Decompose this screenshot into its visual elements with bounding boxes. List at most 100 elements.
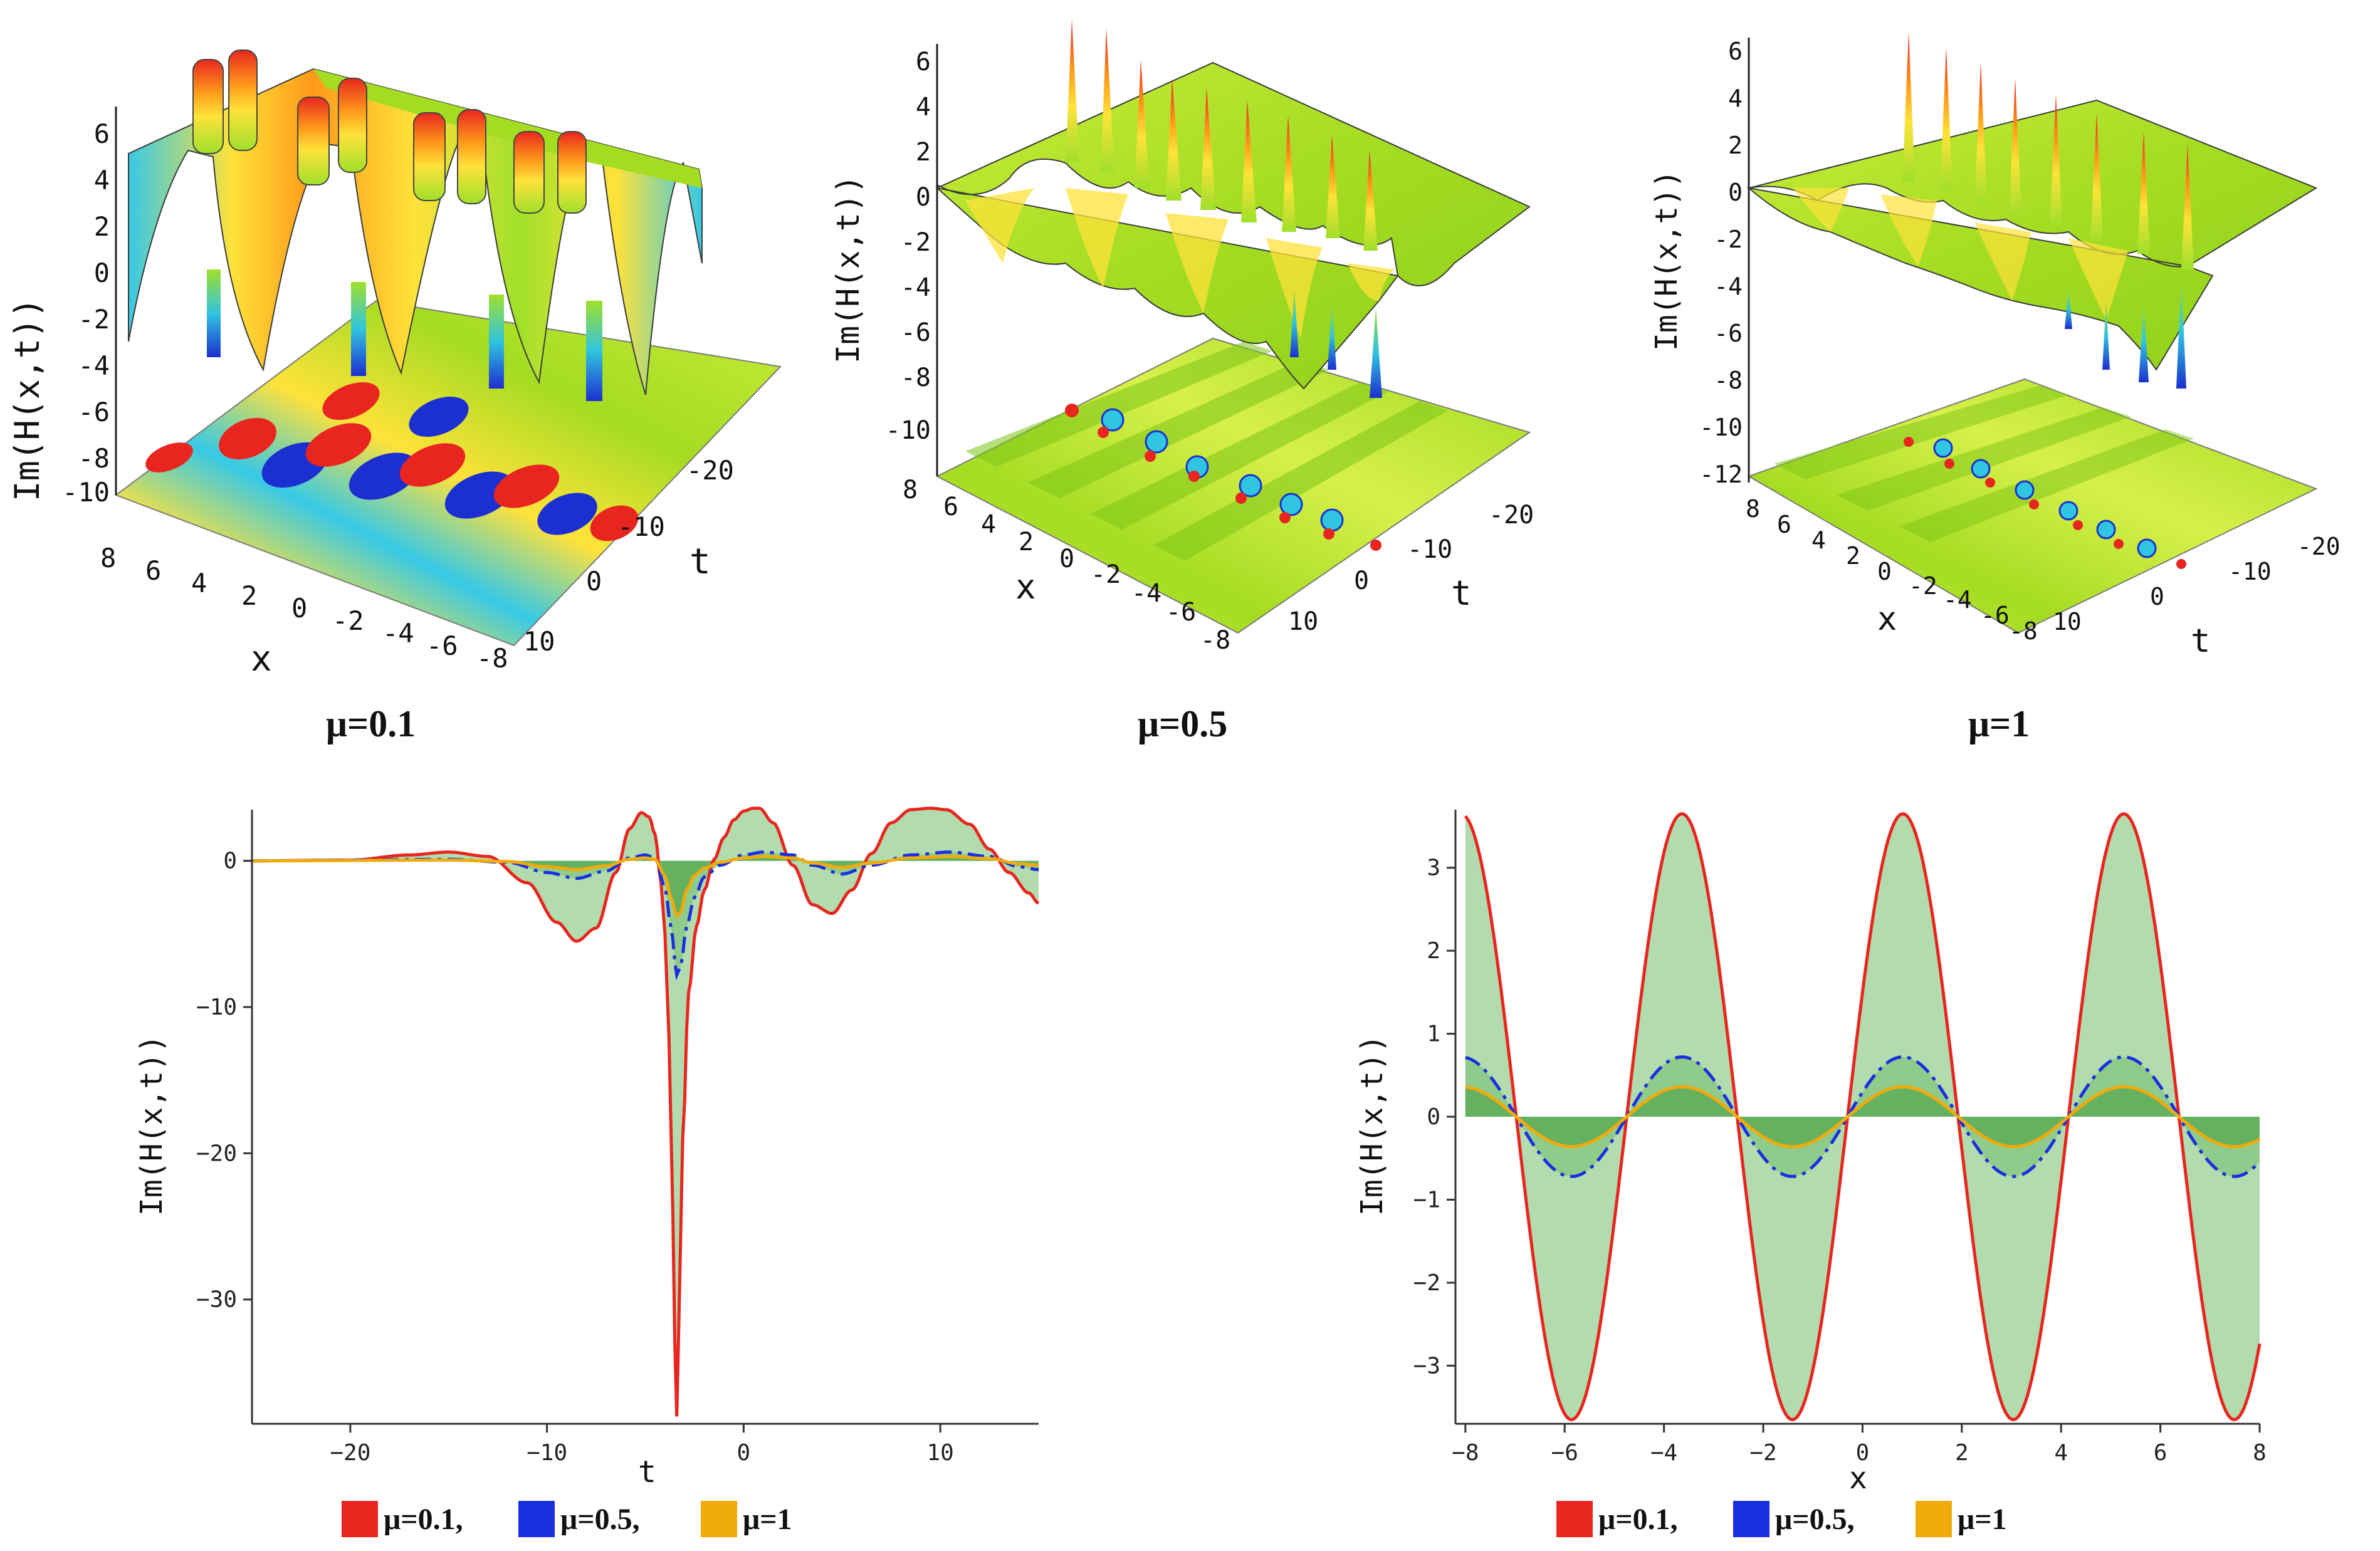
x-tick-label: -8 — [476, 643, 508, 674]
y-tick-label: 3 — [1427, 855, 1440, 881]
series-layer — [252, 807, 1040, 1417]
surface-spikes — [192, 50, 602, 401]
area-fill-layer — [252, 808, 1039, 1417]
legend-label: μ=0.1, — [384, 1503, 463, 1536]
series-layer — [1464, 812, 2262, 1421]
legend-swatch — [1556, 1501, 1593, 1537]
z-axis-label: Im(H(x,t)) — [1649, 170, 1684, 351]
z-tick-label: -2 — [1714, 226, 1743, 253]
panel-caption: μ=1 — [1968, 703, 2030, 744]
z-tick-label: -8 — [78, 443, 110, 474]
z-tick-labels: 6 4 2 0 -2 -4 -6 -8 -10 -12 — [1699, 38, 1743, 488]
t-tick-labels: -20 -10 0 10 — [523, 455, 734, 657]
surface-back-sheet — [313, 69, 702, 188]
y-tick-label: 2 — [1427, 938, 1440, 964]
y-tick-label: −20 — [196, 1141, 237, 1166]
z-tick-label: -2 — [901, 228, 931, 257]
surface-plot-mu-0-5: 6 4 2 0 -2 -4 -6 -8 -10 Im(H(x,t)) 8 6 4… — [830, 19, 1534, 744]
legend-left: μ=0.1, μ=0.5, μ=1 — [342, 1501, 792, 1537]
z-tick-label: -6 — [1714, 320, 1743, 347]
x-tick-label: 0 — [1877, 558, 1892, 585]
z-tick-label: -2 — [78, 304, 110, 335]
legend-swatch — [1733, 1501, 1769, 1537]
legend-swatch — [518, 1501, 555, 1537]
t-tick-label: -20 — [2297, 533, 2341, 560]
x-tick-label: 6 — [943, 493, 958, 521]
z-tick-label: 6 — [1728, 38, 1743, 65]
floor-singularities — [1904, 437, 2186, 569]
z-tick-label: -4 — [78, 350, 110, 381]
t-axis-label: t — [1451, 573, 1472, 613]
t-tick-labels: -20 -10 0 10 — [2053, 533, 2341, 635]
surface-plot-mu-1: 6 4 2 0 -2 -4 -6 -8 -10 -12 Im(H(x,t)) 8… — [1649, 31, 2341, 744]
y-tick-label: 1 — [1427, 1021, 1440, 1047]
t-tick-label: -20 — [686, 455, 734, 486]
surface-plot-mu-0-1: 6 4 2 0 -2 -4 -6 -8 -10 Im(H(x,t)) 8 6 4… — [8, 50, 782, 744]
z-tick-label: 2 — [94, 211, 110, 242]
area-fill — [252, 852, 1039, 975]
panel-caption: μ=0.1 — [326, 703, 416, 744]
x-axis-label: x — [1877, 600, 1897, 638]
series-line — [252, 807, 1040, 1417]
z-tick-label: -10 — [1699, 414, 1743, 441]
y-tick-label: −30 — [196, 1287, 237, 1313]
x-axis-label: x — [1015, 567, 1036, 607]
x-tick-label: 8 — [2253, 1440, 2267, 1466]
z-tick-label: -10 — [886, 416, 931, 445]
z-tick-label: -12 — [1699, 461, 1743, 488]
x-tick-label: 8 — [100, 543, 116, 573]
surface-stripes — [1793, 188, 2128, 320]
legend-label: μ=1 — [743, 1503, 792, 1536]
z-tick-label: 2 — [916, 138, 931, 167]
x-tick-label: 10 — [926, 1440, 953, 1466]
legend-swatch — [701, 1501, 737, 1537]
y-tick-label: −10 — [196, 995, 237, 1020]
x-tick-label: −8 — [1452, 1440, 1479, 1466]
legend-label: μ=1 — [1958, 1503, 2007, 1536]
x-tick-label: -2 — [332, 605, 364, 636]
z-tick-labels: 6 4 2 0 -2 -4 -6 -8 -10 — [886, 48, 931, 445]
z-tick-labels: 6 4 2 0 -2 -4 -6 -8 -10 — [62, 118, 110, 508]
x-tick-label: -6 — [1981, 602, 2010, 629]
axes-layer: −20 −10 0 10 0 −10 −20 −30 — [196, 810, 1039, 1466]
x-tick-label: -2 — [1909, 572, 1937, 600]
surface-sheet — [935, 61, 1531, 390]
area-fill — [252, 856, 1039, 917]
x-tick-label: 4 — [1811, 526, 1826, 554]
panel-caption: μ=0.5 — [1138, 703, 1227, 744]
surface-spikes — [1902, 31, 2194, 389]
x-tick-label: -8 — [1200, 626, 1230, 655]
floor-ellipses — [145, 382, 639, 541]
x-tick-label: 6 — [2154, 1440, 2168, 1466]
series-line — [252, 855, 1039, 919]
x-tick-label: 4 — [981, 510, 996, 539]
t-tick-label: 10 — [523, 626, 555, 657]
x-tick-label: 6 — [1777, 511, 1791, 538]
z-tick-label: 0 — [1728, 179, 1743, 206]
series-line — [252, 850, 1039, 981]
floor-stripes — [1774, 385, 2194, 542]
surface-sheet — [1746, 99, 2318, 371]
z-tick-label: 0 — [916, 183, 931, 212]
y-tick-label: 0 — [1427, 1104, 1440, 1130]
t-tick-label: 10 — [2053, 608, 2082, 635]
x-tick-label: 0 — [737, 1440, 751, 1466]
area-fill — [1465, 1087, 2260, 1147]
z-tick-label: -6 — [78, 397, 110, 427]
line-plot-t: −20 −10 0 10 0 −10 −20 −30 t Im(H(x,t)) — [134, 807, 1040, 1490]
t-tick-label: -20 — [1489, 501, 1534, 530]
t-tick-labels: -20 -10 0 10 — [1288, 501, 1534, 636]
x-tick-label: 4 — [2054, 1440, 2068, 1466]
x-tick-labels: 8 6 4 2 0 -2 -4 -6 -8 — [100, 543, 508, 674]
z-tick-label: -4 — [1714, 273, 1743, 300]
z-tick-label: -6 — [901, 318, 931, 347]
x-axis-label: x — [1849, 1461, 1867, 1496]
z-tick-label: 4 — [1728, 85, 1743, 112]
legend-label: μ=0.1, — [1598, 1503, 1678, 1536]
y-axis-label: Im(H(x,t)) — [1355, 1035, 1390, 1216]
x-tick-label: -4 — [1131, 579, 1161, 608]
z-tick-label: 4 — [94, 165, 110, 196]
y-axis-label: Im(H(x,t)) — [134, 1035, 169, 1216]
x-tick-labels: 8 6 4 2 0 -2 -4 -6 -8 — [903, 476, 1230, 655]
